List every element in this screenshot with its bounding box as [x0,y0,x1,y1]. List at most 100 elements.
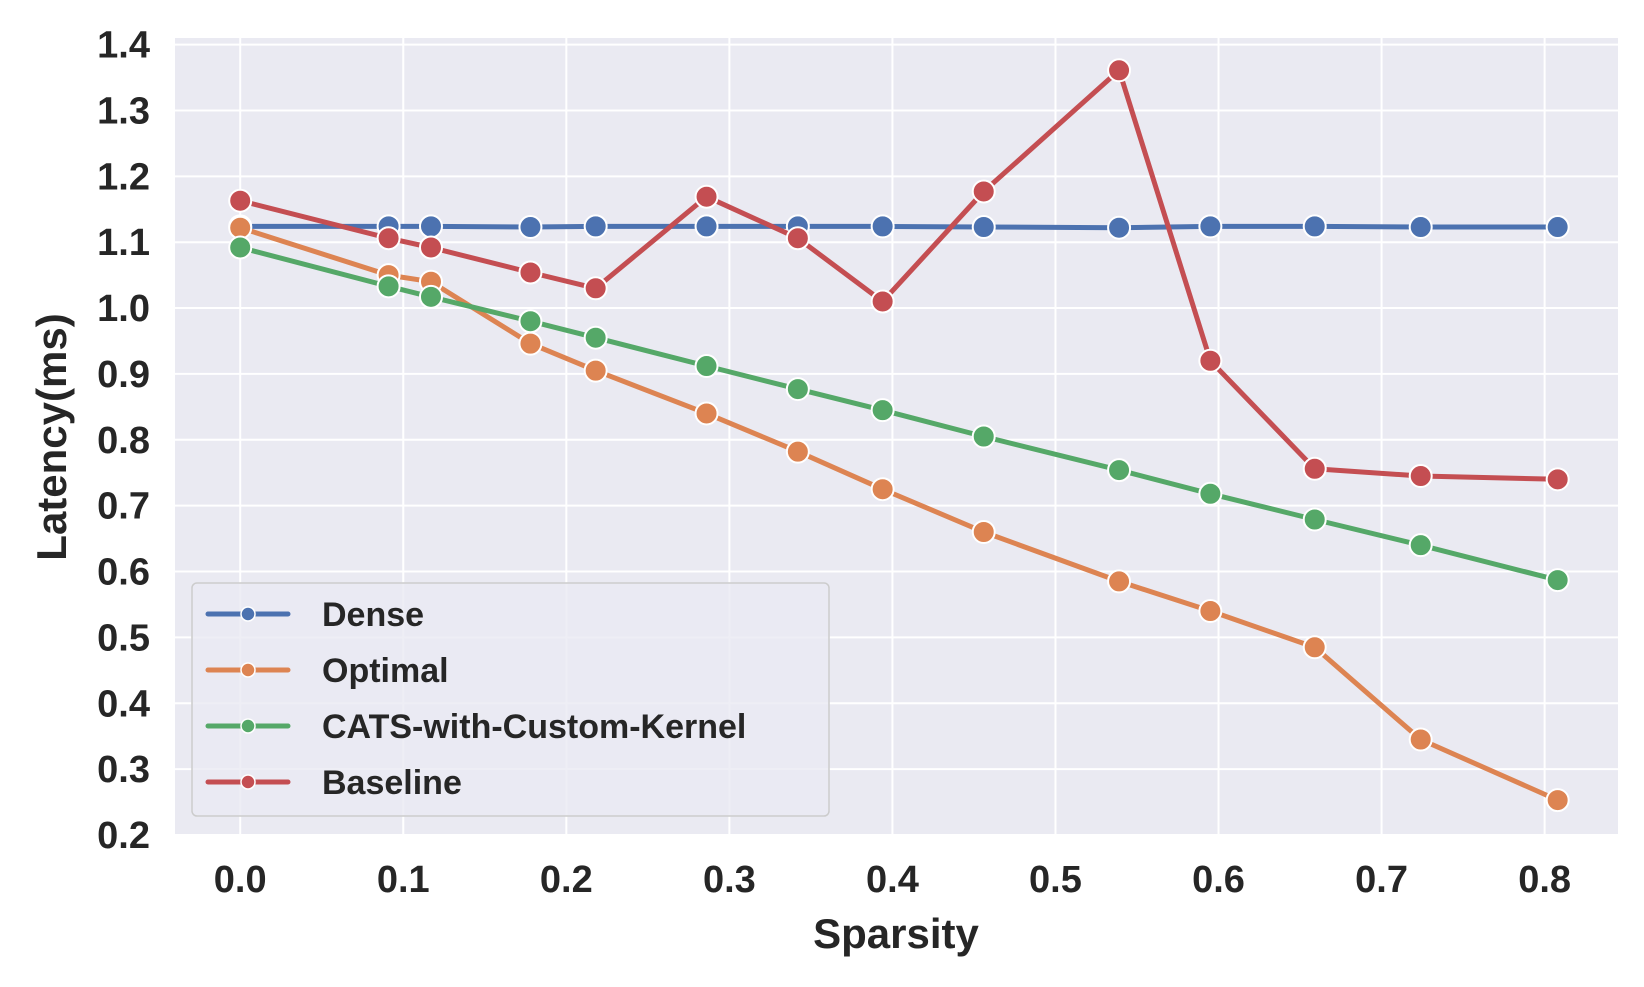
y-tick-label: 0.3 [97,749,150,791]
data-point-cats-with-custom-kernel [376,274,401,299]
data-point-dense [971,215,996,240]
data-point-baseline [518,260,543,285]
grid-x [239,38,1546,835]
data-point-dense [1408,215,1433,240]
y-tick-label: 0.4 [97,683,150,725]
data-point-dense [870,214,895,239]
y-tick-label: 0.9 [97,354,150,396]
data-point-optimal [228,215,253,240]
x-tick-label: 0.0 [214,859,267,901]
data-point-baseline [1107,58,1132,83]
data-point-optimal [870,477,895,502]
data-point-cats-with-custom-kernel [583,325,608,350]
legend-item-cats-with-custom-kernel: CATS-with-Custom-Kernel [205,708,746,746]
data-point-cats-with-custom-kernel [785,377,810,402]
data-point-baseline [1198,348,1223,373]
legend-label: Dense [322,596,424,634]
series-layer [228,58,1570,813]
data-point-dense [418,214,443,239]
data-point-dense [1302,214,1327,239]
data-point-optimal [1545,788,1570,813]
grid-y [175,43,1618,836]
legend-marker [240,774,256,790]
data-point-cats-with-custom-kernel [1302,507,1327,532]
data-point-optimal [1408,727,1433,752]
data-point-cats-with-custom-kernel [971,424,996,449]
data-point-baseline [694,184,719,209]
data-point-baseline [583,276,608,301]
data-point-cats-with-custom-kernel [1408,533,1433,558]
data-point-dense [1545,215,1570,240]
data-point-cats-with-custom-kernel [228,235,253,260]
legend-item-optimal: Optimal [205,652,449,690]
x-tick-label: 0.1 [377,859,430,901]
series-baseline [228,58,1570,492]
y-tick-label: 1.2 [97,156,150,198]
data-point-baseline [870,289,895,314]
data-point-baseline [1302,456,1327,481]
legend-marker [240,718,256,734]
data-point-optimal [518,331,543,356]
legend-label: CATS-with-Custom-Kernel [322,708,746,746]
series-optimal [228,215,1570,813]
data-point-baseline [418,235,443,260]
x-tick-labels: 0.0 0.1 0.2 0.3 0.4 0.5 0.6 0.7 0.8 [214,859,1571,901]
y-tick-label: 0.5 [97,617,150,659]
legend: Dense Optimal CATS-with-Custom-Kernel Basel… [191,582,830,817]
data-point-optimal [583,358,608,383]
data-point-optimal [785,439,810,464]
x-axis-label: Sparsity [813,910,979,957]
data-point-optimal [1302,635,1327,660]
data-point-baseline [1545,467,1570,492]
data-point-dense [518,215,543,240]
series-line-optimal [237,225,1561,803]
x-tick-label: 0.7 [1355,859,1408,901]
data-point-dense [694,214,719,239]
data-point-cats-with-custom-kernel [1198,481,1223,506]
x-tick-label: 0.3 [703,859,756,901]
x-tick-label: 0.8 [1518,859,1571,901]
data-point-cats-with-custom-kernel [694,354,719,379]
data-point-baseline [376,226,401,251]
y-tick-label: 0.6 [97,552,150,594]
y-tick-label: 1.1 [97,222,150,264]
data-point-baseline [785,226,810,251]
data-point-cats-with-custom-kernel [1107,458,1132,483]
legend-item-baseline: Baseline [205,764,462,802]
series-line-dense [237,223,1561,231]
y-tick-labels: 0.2 0.3 0.4 0.5 0.6 0.7 0.8 0.9 1.0 1.1 1.2 1.3 1.4 [97,25,150,857]
data-point-optimal [971,520,996,545]
data-point-baseline [1408,464,1433,489]
y-tick-label: 1.0 [97,288,150,330]
x-tick-label: 0.6 [1192,859,1245,901]
data-point-baseline [971,179,996,204]
data-point-dense [583,214,608,239]
y-tick-label: 0.8 [97,420,150,462]
data-point-baseline [228,188,253,213]
series-line-baseline [237,67,1561,482]
data-point-optimal [694,401,719,426]
data-point-cats-with-custom-kernel [518,309,543,334]
data-point-optimal [1107,569,1132,594]
data-point-cats-with-custom-kernel [418,284,443,309]
series-line-cats-with-custom-kernel [237,245,1561,583]
legend-label: Baseline [322,764,462,802]
y-tick-label: 1.3 [97,90,150,132]
y-tick-label: 0.7 [97,486,150,528]
data-point-dense [1107,215,1132,240]
x-tick-label: 0.5 [1029,859,1082,901]
legend-label: Optimal [322,652,449,690]
legend-item-dense: Dense [205,596,424,634]
legend-box [191,582,830,817]
legend-marker [240,606,256,622]
x-tick-label: 0.2 [540,859,593,901]
legend-marker [240,662,256,678]
series-cats-with-custom-kernel [228,235,1570,593]
data-point-cats-with-custom-kernel [870,398,895,423]
y-tick-label: 0.2 [97,815,150,857]
y-axis-label: Latency(ms) [28,313,75,560]
data-point-dense [1198,214,1223,239]
x-tick-label: 0.4 [866,859,919,901]
data-point-cats-with-custom-kernel [1545,568,1570,593]
